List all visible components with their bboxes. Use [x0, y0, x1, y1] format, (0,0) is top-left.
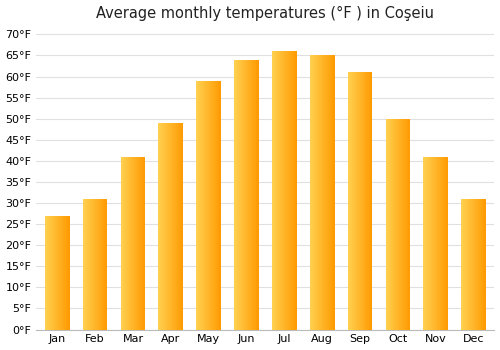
- Title: Average monthly temperatures (°F ) in Coşeiu: Average monthly temperatures (°F ) in Co…: [96, 6, 434, 21]
